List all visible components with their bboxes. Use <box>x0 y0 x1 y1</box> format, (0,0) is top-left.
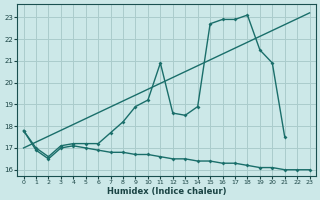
X-axis label: Humidex (Indice chaleur): Humidex (Indice chaleur) <box>107 187 226 196</box>
